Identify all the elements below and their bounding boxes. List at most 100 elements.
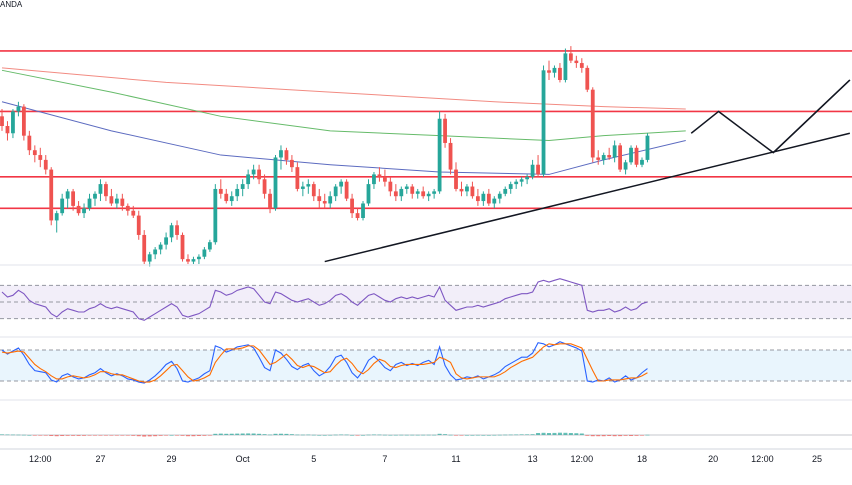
candle-body	[612, 145, 617, 158]
candle-body	[306, 184, 311, 187]
oscillator-bar	[492, 434, 497, 436]
candle	[197, 254, 201, 264]
oscillator-bar	[393, 434, 398, 436]
candle	[131, 205, 136, 218]
oscillator-bar	[645, 434, 650, 436]
candle-body	[547, 70, 551, 73]
oscillator-bar	[142, 435, 147, 437]
oscillator-bar	[87, 435, 92, 436]
candle	[186, 254, 190, 264]
candle	[443, 113, 447, 148]
oscillator-bar	[618, 435, 623, 437]
oscillator-bar	[229, 433, 234, 435]
oscillator-bar	[82, 435, 87, 436]
candle-body	[136, 215, 141, 235]
oscillator-bar	[322, 435, 327, 436]
time-axis: 12:00 27 29 Oct 5 7 11 13 12:00 18 20 12:00 25	[29, 454, 822, 464]
candle	[180, 232, 185, 262]
candle-body	[443, 118, 447, 143]
candle-body	[246, 174, 251, 185]
candle-body	[218, 188, 223, 194]
candle	[497, 191, 502, 204]
oscillator-bar	[109, 435, 114, 436]
candle	[5, 121, 10, 141]
candle-body	[454, 169, 458, 189]
candle-body	[574, 60, 579, 64]
trendlines	[324, 79, 851, 263]
candle	[415, 188, 420, 199]
candle	[372, 172, 376, 189]
oscillator-bar	[497, 434, 502, 436]
candle	[169, 222, 174, 243]
oscillator-bar	[5, 434, 10, 436]
oscillator-bar	[10, 434, 15, 436]
candle	[175, 220, 179, 240]
candle-body	[131, 210, 136, 216]
candle	[27, 130, 32, 156]
oscillator-bar	[437, 433, 442, 435]
candle	[306, 179, 311, 194]
moving-average-line	[1, 101, 686, 175]
oscillator-bar	[388, 434, 393, 436]
candle-body	[60, 198, 65, 214]
oscillator-bar	[164, 435, 169, 436]
oscillator-bar	[306, 434, 311, 436]
candle-body	[186, 259, 190, 262]
candle-body	[410, 186, 415, 194]
candle	[87, 193, 92, 211]
oscillator-bar	[300, 434, 305, 436]
candle	[240, 179, 245, 197]
candle	[612, 140, 617, 163]
oscillator-bar	[278, 433, 283, 435]
oscillator-bar	[415, 434, 420, 436]
oscillator-bar	[180, 435, 185, 436]
candle	[508, 181, 513, 194]
oscillator-bar	[196, 435, 201, 436]
candle	[153, 247, 158, 260]
oscillator-bar	[563, 432, 568, 435]
candle	[618, 142, 623, 172]
oscillator-bar	[158, 435, 163, 436]
candle-body	[235, 188, 240, 197]
candle-body	[147, 254, 152, 262]
candle	[574, 55, 579, 68]
rsi-line	[1, 278, 648, 321]
candle-body	[645, 135, 650, 160]
candle	[262, 174, 267, 199]
candle	[377, 167, 382, 182]
time-axis-tick-label: 11	[451, 454, 460, 464]
oscillator-bar	[333, 434, 338, 436]
candle-body	[383, 176, 387, 182]
oscillator-bar	[355, 435, 360, 436]
candle-body	[164, 237, 168, 245]
oscillator-bar	[464, 435, 469, 436]
candle	[311, 181, 316, 202]
stochastic-pane	[0, 341, 852, 384]
candle	[164, 232, 168, 250]
candle-body	[21, 106, 26, 136]
oscillator-bar	[32, 435, 37, 436]
candle-body	[634, 147, 639, 165]
oscillator-bar	[590, 435, 595, 437]
oscillator-bar	[169, 435, 174, 436]
oscillator-pane	[0, 432, 852, 437]
oscillator-bar	[328, 434, 333, 436]
time-axis-tick-label: 29	[167, 454, 177, 464]
time-axis-tick-label: 18	[637, 454, 647, 464]
oscillator-bar	[601, 435, 606, 437]
candle	[191, 256, 196, 264]
candle	[125, 203, 130, 216]
candle	[563, 48, 568, 83]
candle-body	[317, 196, 322, 202]
candle-body	[508, 184, 513, 189]
oscillator-bar	[448, 434, 453, 436]
candle	[558, 63, 562, 83]
candle	[519, 176, 524, 187]
time-axis-tick-label: 27	[95, 454, 105, 464]
candle-body	[153, 249, 158, 255]
candle-body	[448, 142, 453, 170]
oscillator-bar	[224, 433, 229, 435]
candlesticks	[0, 46, 650, 267]
candle	[120, 193, 125, 211]
candle-body	[497, 193, 502, 199]
